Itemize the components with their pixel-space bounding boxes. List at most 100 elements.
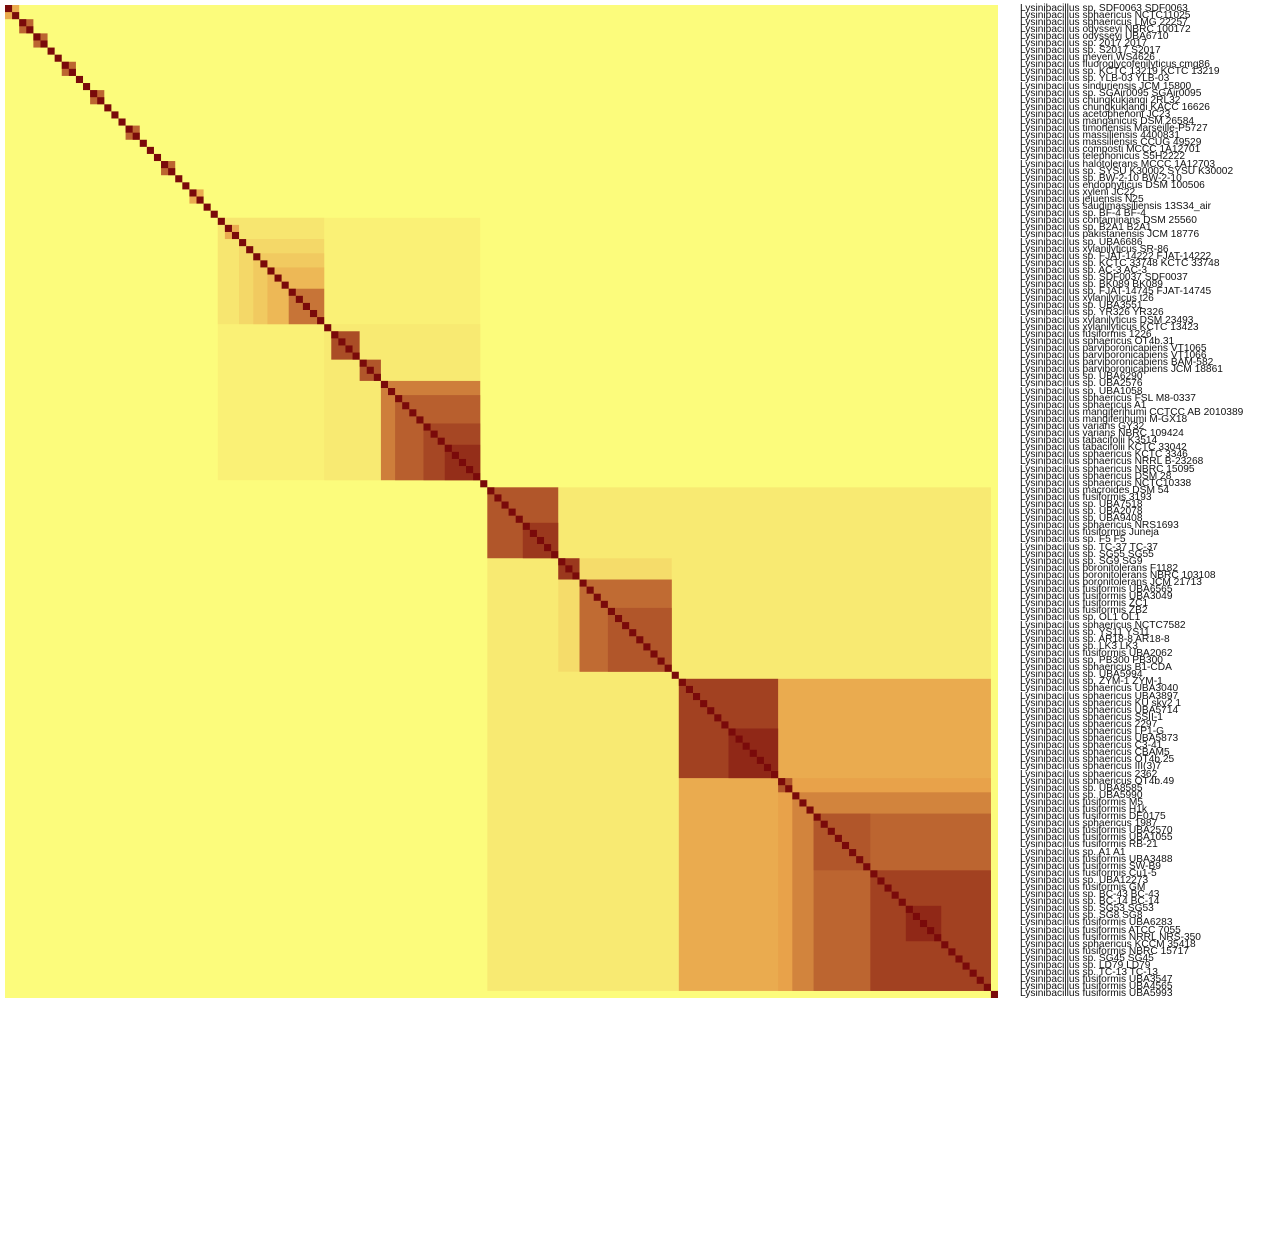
diagonal-cell <box>671 671 679 679</box>
row-label: Lysinibacillus sp. UBA7518 <box>1020 499 1143 510</box>
diagonal-cell <box>629 629 637 637</box>
diagonal-cell <box>288 288 296 296</box>
diagonal-cell <box>302 302 310 310</box>
diagonal-cell <box>83 83 91 91</box>
diagonal-cell <box>785 785 793 793</box>
diagonal-cell <box>161 161 169 169</box>
row-label: Lysinibacillus sp. OL1 OL1 <box>1020 612 1141 624</box>
diagonal-cell <box>870 870 878 878</box>
row-label: Lysinibacillus sphaericus UBA3040 <box>1020 683 1179 695</box>
diagonal-cell <box>678 678 686 686</box>
row-label: Lysinibacillus parviboronicapiens BAM-58… <box>1020 357 1214 369</box>
diagonal-cell <box>125 125 133 133</box>
row-label: Lysinibacillus sp. UBA2576 <box>1020 378 1143 390</box>
diagonal-cell <box>345 345 353 353</box>
diagonal-cell <box>373 373 381 381</box>
row-label: Lysinibacillus sphaericus DSM 28 <box>1020 470 1172 482</box>
diagonal-cell <box>622 622 630 630</box>
row-label: Lysinibacillus xylanilyticus t26 <box>1020 293 1154 305</box>
row-label: Lysinibacillus xylanilyticus KCTC 13423 <box>1020 321 1199 333</box>
diagonal-cell <box>231 231 240 240</box>
row-label: Lysinibacillus sphaericus B1-CDA <box>1020 662 1172 674</box>
diagonal-cell <box>948 948 956 956</box>
diagonal-cell <box>451 451 459 459</box>
diagonal-cell <box>898 898 906 906</box>
diagonal-cell <box>473 473 481 481</box>
row-label: Lysinibacillus sp. UBA12273 <box>1020 874 1149 886</box>
diagonal-cell <box>544 544 552 552</box>
diagonal-cell <box>934 934 942 942</box>
diagonal-cell <box>664 664 672 672</box>
diagonal-cell <box>239 239 247 247</box>
row-label: Lysinibacillus sp. LD79 LD79 <box>1020 960 1151 972</box>
row-label: Lysinibacillus fusiformis NBRC 15717 <box>1020 945 1189 957</box>
row-label: Lysinibacillus sp. SG55 SG55 <box>1020 548 1154 560</box>
diagonal-cell <box>877 877 885 885</box>
diagonal-cell <box>565 565 573 573</box>
diagonal-cell <box>600 600 608 608</box>
row-label: Lysinibacillus sphaericus UBA3897 <box>1020 690 1179 702</box>
row-label: Lysinibacillus sphaericus NCTC11025 <box>1020 9 1191 21</box>
diagonal-cell <box>90 90 98 98</box>
diagonal-cell <box>104 104 112 112</box>
diagonal-cell <box>643 643 651 651</box>
row-label: Lysinibacillus sphaericus SSII-1 <box>1020 711 1163 723</box>
row-label: Lysinibacillus fusiformis UBA2570 <box>1020 825 1173 837</box>
diagonal-cell <box>919 919 928 928</box>
row-label: Lysinibacillus boronitolerans F1182 <box>1020 562 1178 574</box>
row-label: Lysinibacillus sp. UBA2078 <box>1020 506 1143 518</box>
diagonal-cell <box>685 685 693 693</box>
diagonal-cell <box>636 636 644 644</box>
diagonal-cell <box>118 118 126 126</box>
diagonal-cell <box>792 792 800 800</box>
diagonal-cell <box>735 735 743 743</box>
diagonal-cell <box>366 366 374 374</box>
diagonal-cell <box>210 210 218 218</box>
row-label: Lysinibacillus pakistanensis JCM 18776 <box>1020 229 1200 241</box>
row-label: Lysinibacillus sphaericus NRRL B-23268 <box>1020 456 1204 468</box>
row-label: Lysinibacillus endophyticus DSM 100506 <box>1020 179 1205 191</box>
diagonal-cell <box>416 416 424 424</box>
diagonal-cell <box>68 68 76 76</box>
row-label: Lysinibacillus sphaericus OT4b.49 <box>1020 775 1175 787</box>
row-label: Lysinibacillus tabacifolii K3514 <box>1020 435 1158 447</box>
diagonal-cell <box>480 480 488 488</box>
diagonal-cell <box>983 983 991 991</box>
row-label: Lysinibacillus saudimassiliensis 13S34_a… <box>1020 201 1212 213</box>
diagonal-cell <box>281 281 289 289</box>
row-label: Lysinibacillus massiliensis CCUG 49529 <box>1020 137 1202 149</box>
row-label: Lysinibacillus contaminans DSM 25560 <box>1020 215 1197 227</box>
row-label: Lysinibacillus sp. SG8 SG8 <box>1020 910 1143 922</box>
row-label: Lysinibacillus fusiformis ZC1 <box>1020 598 1149 610</box>
row-label: Lysinibacillus boronitolerans NBRC 10310… <box>1020 569 1216 581</box>
row-label: Lysinibacillus sp. UBA8585 <box>1020 782 1143 794</box>
row-label: Lysinibacillus sp. YS11 YS11 <box>1020 626 1150 638</box>
row-label: Lysinibacillus sphaericus 2362 <box>1020 768 1158 780</box>
row-label: Lysinibacillus sp. BW-2-10 BW-2-10 <box>1020 172 1182 184</box>
diagonal-cell <box>494 494 502 502</box>
diagonal-cell <box>352 352 360 360</box>
diagonal-cell <box>203 203 211 211</box>
row-label: Lysinibacillus sphaericus A1 <box>1020 399 1147 411</box>
row-label: Lysinibacillus fusiformis RB-21 <box>1020 839 1158 851</box>
row-label: Lysinibacillus fusiformis H1k <box>1020 803 1148 815</box>
diagonal-cell <box>742 742 750 750</box>
diagonal-cell <box>586 586 594 594</box>
diagonal-cell <box>423 423 431 431</box>
diagonal-cell <box>558 558 566 566</box>
diagonal-cell <box>295 295 303 303</box>
row-label: Lysinibacillus fusiformis UBA3049 <box>1020 591 1173 603</box>
row-label: Lysinibacillus sp. UBA1058 <box>1020 385 1143 397</box>
row-label: Lysinibacillus manganicus DSM 26584 <box>1020 115 1195 127</box>
diagonal-cell <box>19 19 27 27</box>
diagonal-cell <box>338 338 346 346</box>
diagonal-cell <box>849 849 857 857</box>
diagonal-cell <box>529 529 537 537</box>
diagonal-cell <box>267 267 275 275</box>
diagonal-cell <box>26 26 34 34</box>
row-label: Lysinibacillus parviboronicapiens JCM 18… <box>1020 364 1223 376</box>
diagonal-cell <box>969 969 977 977</box>
row-label: Lysinibacillus sp. UBA6686 <box>1020 236 1143 248</box>
row-label: Lysinibacillus composti MCCC 1A12701 <box>1020 144 1201 156</box>
row-label: Lysinibacillus sphaericus CBAM5 <box>1020 747 1170 759</box>
